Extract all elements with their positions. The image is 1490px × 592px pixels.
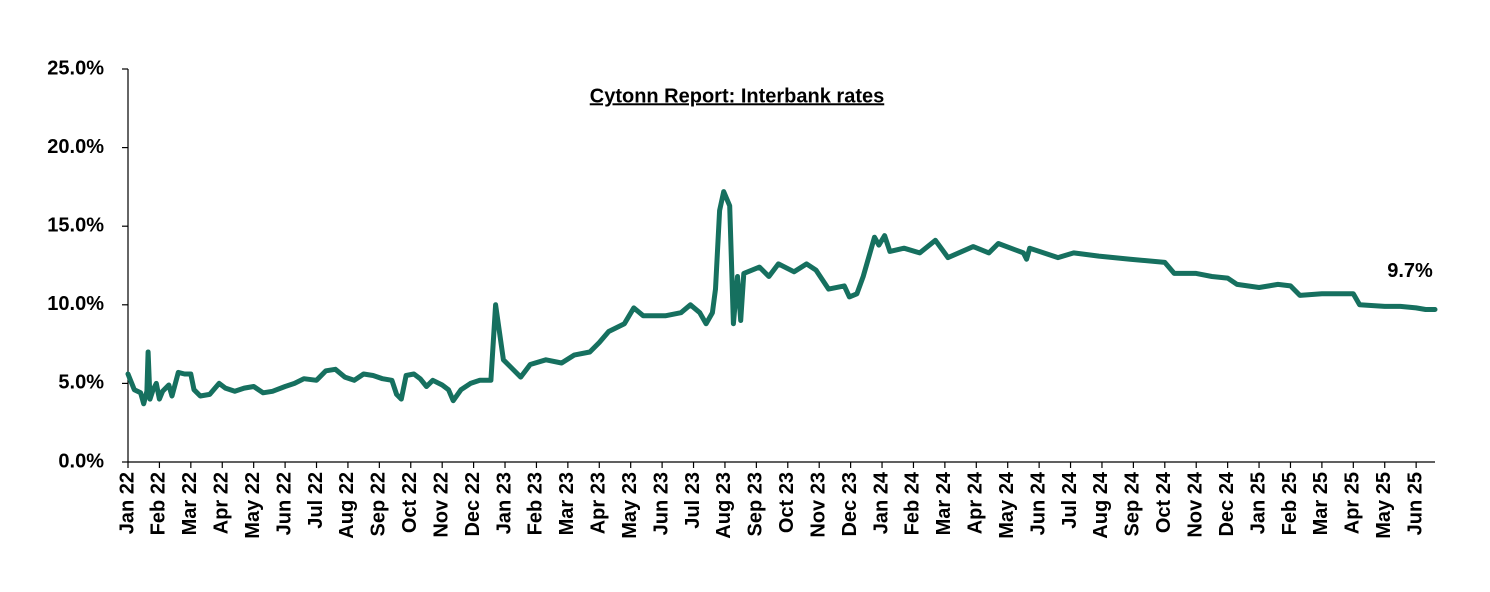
x-tick-label: Jan 25 [1247,472,1269,534]
x-tick-label: Mar 24 [933,471,955,535]
y-tick-label: 25.0% [47,57,104,79]
x-tick-label: Apr 23 [588,472,610,534]
x-tick-label: Jun 23 [650,472,672,535]
x-tick-label: Jul 22 [305,472,327,529]
x-tick-label: Jan 23 [493,472,515,534]
x-tick-label: Nov 24 [1185,471,1207,537]
x-tick-label: Feb 25 [1279,472,1301,535]
x-tick-label: Feb 24 [902,471,924,535]
x-tick-label: Nov 23 [807,472,829,538]
x-tick-label: Dec 24 [1216,471,1238,536]
x-tick-label: Jun 22 [273,472,295,535]
x-tick-label: Oct 22 [399,472,421,533]
x-tick-label: May 25 [1373,472,1395,539]
x-tick-label: Jul 24 [1059,471,1081,529]
chart-title: Cytonn Report: Interbank rates [590,85,884,107]
x-tick-label: Apr 25 [1342,472,1364,534]
data-line [125,189,1438,407]
x-tick-label: Aug 22 [336,472,358,539]
x-tick-label: Jan 22 [116,472,138,534]
x-tick-label: Feb 23 [525,472,547,535]
x-tick-label: Oct 24 [1153,471,1175,533]
x-tick-label: Jun 24 [1027,471,1049,535]
end-label: 9.7% [1387,260,1433,282]
y-tick-label: 20.0% [47,136,104,158]
x-tick-label: Mar 25 [1310,472,1332,535]
x-tick-label: Jan 24 [870,471,892,534]
x-tick-label: Dec 22 [462,472,484,537]
x-tick-label: Nov 22 [430,472,452,538]
x-tick-label: Apr 24 [965,471,987,534]
x-tick-label: Jul 23 [682,472,704,529]
x-tick-label: Dec 23 [839,472,861,537]
x-tick-label: Sep 22 [368,472,390,536]
x-tick-label: Feb 22 [148,472,170,535]
y-tick-label: 10.0% [47,293,104,315]
x-tick-label: Jun 25 [1404,472,1426,535]
y-tick-label: 0.0% [58,450,104,472]
y-tick-label: 5.0% [58,372,104,394]
y-tick-label: 15.0% [47,214,104,236]
x-tick-label: May 23 [619,472,641,539]
x-tick-label: May 24 [996,471,1018,539]
x-tick-label: Mar 22 [179,472,201,535]
x-tick-label: Aug 23 [713,472,735,539]
x-tick-label: May 22 [242,472,264,539]
x-tick-label: Mar 23 [556,472,578,535]
x-tick-label: Aug 24 [1090,471,1112,539]
x-tick-label: Oct 23 [776,472,798,533]
x-tick-label: Sep 23 [745,472,767,536]
x-tick-label: Sep 24 [1122,471,1144,536]
x-tick-label: Apr 22 [211,472,233,534]
